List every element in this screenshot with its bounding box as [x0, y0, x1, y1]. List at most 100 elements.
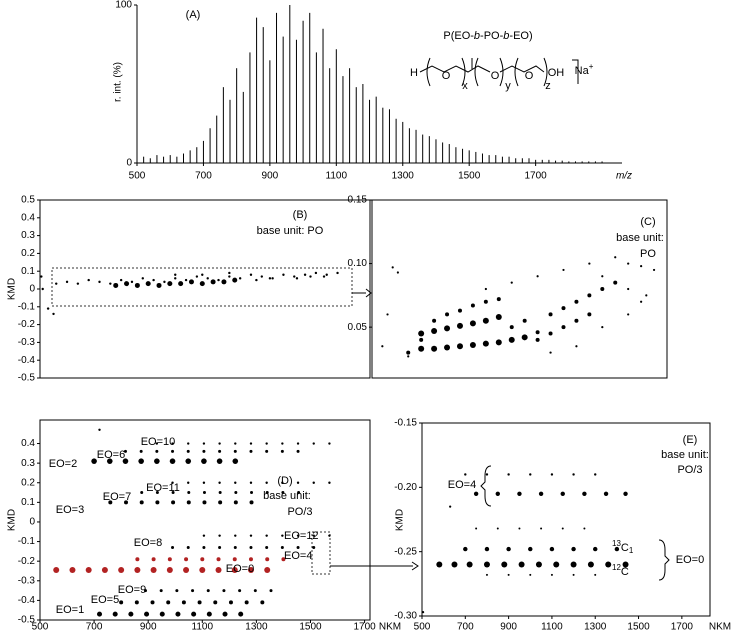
point	[451, 561, 458, 568]
annotation-text: (C)	[640, 216, 655, 228]
point	[260, 600, 265, 605]
point	[475, 527, 478, 530]
point	[217, 278, 220, 282]
x-tick-label: 500	[32, 622, 49, 631]
annotation: EO=6	[97, 449, 125, 461]
annotation: OH	[548, 67, 565, 79]
point	[249, 481, 253, 484]
point	[535, 561, 542, 568]
point	[166, 567, 173, 573]
point	[553, 561, 560, 568]
point	[587, 561, 594, 568]
point	[535, 337, 540, 342]
annotation: EO=1	[56, 604, 84, 616]
x-tick-label: 1700	[671, 622, 694, 631]
point	[187, 481, 190, 484]
point	[76, 282, 80, 285]
point	[52, 312, 55, 316]
annotation-text: EO=3	[56, 504, 84, 516]
zoom-box	[311, 531, 331, 575]
y-tick-label: -0.1	[18, 536, 36, 547]
point	[134, 282, 140, 288]
x-tick-label: 900	[140, 622, 157, 631]
point	[309, 275, 312, 278]
annotation: (E)	[683, 434, 698, 446]
y-tick-label: -0.25	[394, 546, 417, 557]
point	[496, 527, 499, 530]
point	[178, 281, 184, 287]
point	[249, 500, 254, 505]
point	[314, 271, 318, 275]
point	[614, 281, 617, 284]
annotation: x	[462, 80, 468, 92]
annotation-text: Na	[575, 65, 590, 77]
point	[187, 442, 190, 445]
point	[151, 557, 156, 562]
point	[406, 350, 411, 355]
point	[457, 308, 462, 313]
annotation-text: (E)	[683, 434, 698, 446]
point	[253, 589, 257, 593]
point	[269, 589, 273, 593]
point	[200, 557, 205, 562]
point	[518, 561, 525, 568]
annotation: EO=4	[284, 550, 312, 562]
point	[652, 268, 656, 272]
point	[496, 297, 501, 302]
point	[588, 262, 591, 265]
point	[101, 567, 108, 573]
annotation-part: P(EO-	[443, 30, 474, 42]
superscript: 13	[612, 539, 621, 548]
point	[640, 265, 643, 268]
annotation-text: EO=5	[91, 594, 119, 606]
point	[175, 589, 179, 593]
y-tick-label: -0.20	[394, 482, 417, 493]
point	[614, 546, 620, 552]
point	[463, 546, 468, 552]
y-tick-label: 0	[29, 517, 35, 528]
point	[231, 567, 238, 573]
point	[187, 491, 191, 495]
annotation: O	[491, 70, 500, 82]
point	[113, 282, 119, 288]
point	[535, 330, 540, 335]
y-axis-label: KMD	[395, 509, 406, 531]
annotation: PO/3	[677, 464, 702, 476]
point	[436, 561, 443, 568]
point	[139, 500, 144, 505]
annotation: EO=5	[91, 594, 119, 606]
point	[509, 325, 514, 330]
point	[583, 527, 586, 530]
x-tick-label: 900	[262, 171, 279, 182]
point	[249, 449, 253, 453]
point	[232, 557, 237, 562]
annotation-text: C	[621, 542, 629, 554]
point	[456, 343, 463, 350]
annotation-text: PO/3	[677, 464, 702, 476]
y-tick-label: 0.3	[21, 230, 35, 241]
annotation-text: EO=8	[134, 537, 162, 549]
point	[186, 449, 190, 453]
point	[135, 557, 140, 562]
point	[444, 325, 451, 332]
annotation-part: -PO-	[480, 30, 504, 42]
point	[396, 271, 399, 274]
annotation: PO	[640, 248, 656, 260]
point	[614, 256, 617, 259]
annotation: Na+	[575, 62, 594, 77]
point	[124, 500, 129, 505]
annotation-text: EO=4	[284, 550, 312, 562]
y-tick-label: 0.4	[21, 438, 35, 449]
y-tick-label: 0.1	[21, 497, 35, 508]
annotation-text: x	[462, 80, 468, 92]
annotation: (D)	[277, 475, 292, 487]
annotation-text: (B)	[293, 209, 308, 221]
point	[195, 275, 199, 278]
point	[603, 491, 609, 496]
point	[562, 268, 565, 272]
point	[234, 491, 238, 495]
y-tick-label: -0.2	[18, 556, 36, 567]
annotation: (A)	[186, 9, 201, 21]
point	[238, 277, 242, 280]
annotation-text: EO=0	[676, 554, 704, 566]
